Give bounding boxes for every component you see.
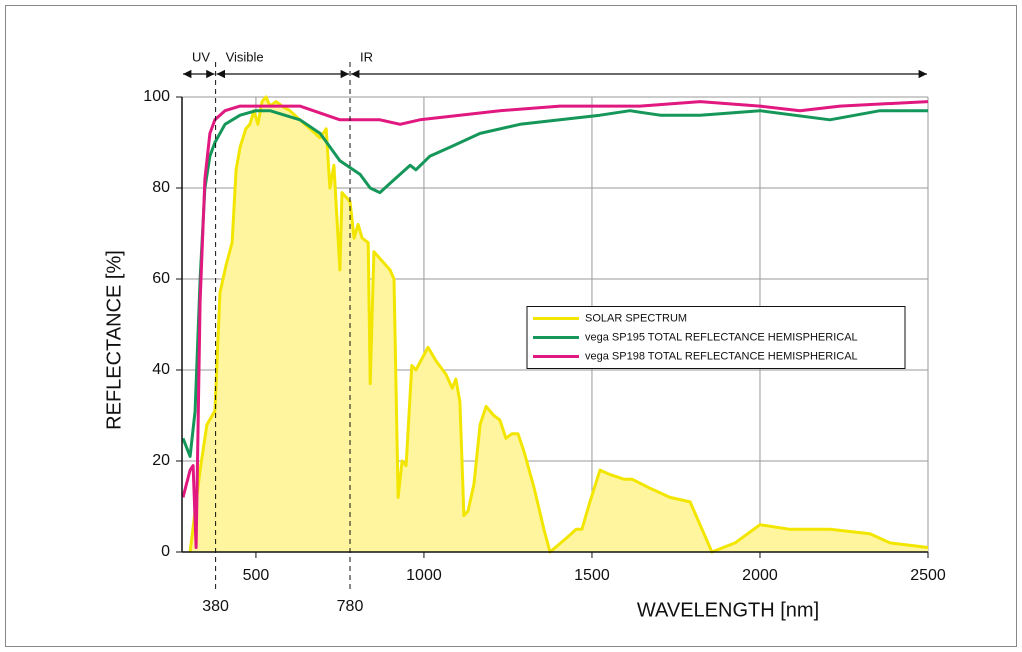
line [181,109,928,458]
line [181,100,929,549]
x-axis-label: WAVELENGTH [nm] [637,599,819,621]
x-tick-label: 1500 [574,567,610,584]
legend-label: SOLAR SPECTRUM [585,312,687,324]
line [188,95,929,554]
x-tick-label: 500 [243,567,270,584]
region-label: Visible [226,49,264,64]
y-tick-label: 100 [143,88,170,105]
region-label: IR [360,49,373,64]
region-label: UV [192,49,210,64]
legend-label: vega SP198 TOTAL REFLECTANCE HEMISPHERIC… [585,350,858,362]
x-tick-label: 2000 [742,567,778,584]
y-axis-label: REFLECTANCE [%] [103,250,125,430]
legend-label: vega SP195 TOTAL REFLECTANCE HEMISPHERIC… [585,331,858,343]
marker-label: 780 [337,598,364,615]
y-tick-label: 60 [152,270,170,287]
marker-label: 380 [202,598,229,615]
x-tick-label: 1000 [406,567,442,584]
area [190,97,928,552]
y-tick-label: 80 [152,179,170,196]
legend-box [526,306,906,369]
y-tick-label: 20 [152,452,170,469]
x-tick-label: 2500 [910,567,946,584]
y-tick-label: 40 [152,361,170,378]
y-tick-label: 0 [161,543,170,560]
